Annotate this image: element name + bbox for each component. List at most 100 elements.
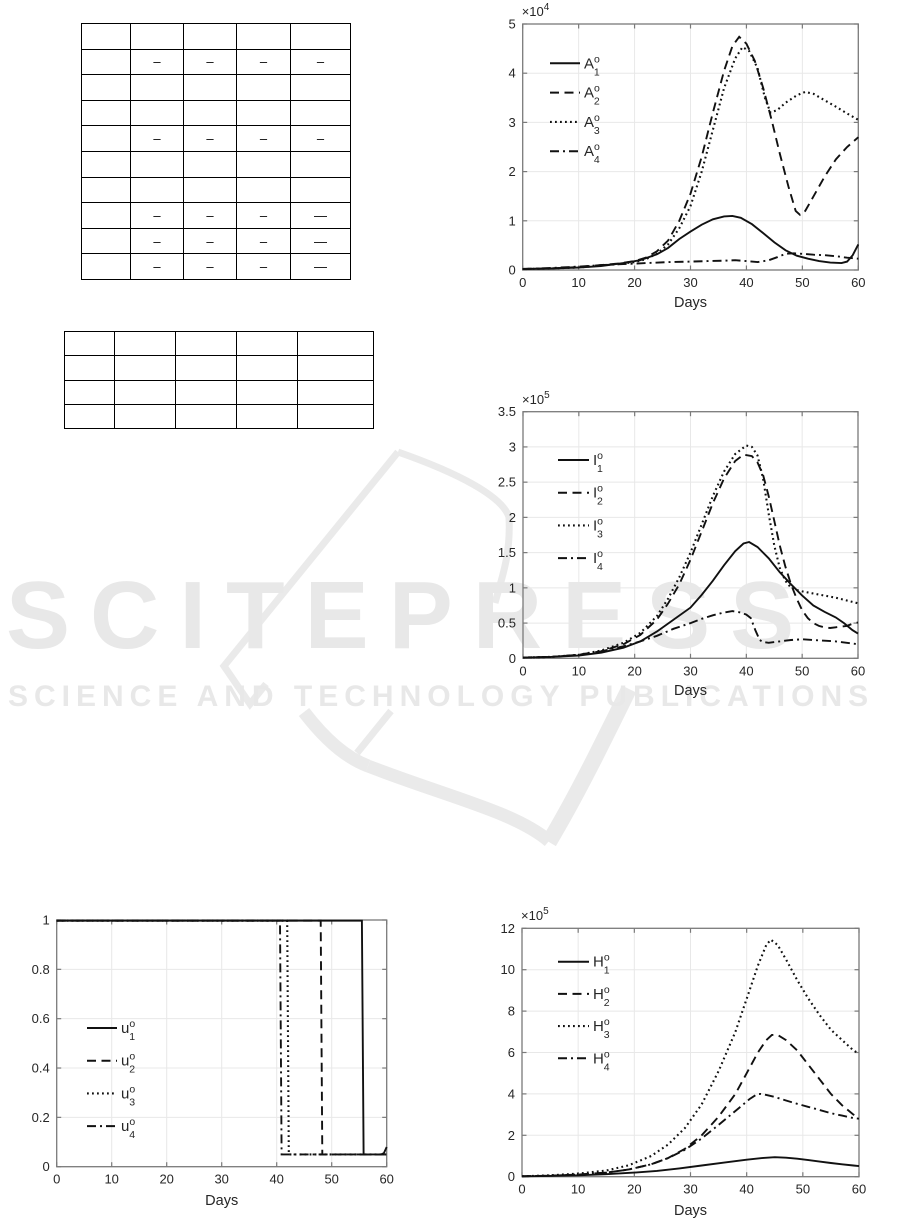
table-cell: – — [130, 202, 184, 229]
legend-label-u3: uo 3 — [121, 1083, 135, 1108]
table-cell — [64, 379, 115, 405]
x-tick-label: 40 — [739, 1182, 753, 1197]
table-cell — [183, 176, 237, 204]
table-cell: – — [290, 125, 351, 152]
legend-label-I3: Io 3 — [593, 515, 603, 540]
x-axis-label: Days — [674, 683, 707, 699]
y-tick-label: 6 — [508, 1045, 515, 1060]
legend-label-A1: Ao 1 — [584, 53, 600, 78]
x-tick-label: 50 — [795, 275, 809, 290]
table-cell — [81, 176, 131, 204]
table-cell — [81, 99, 131, 127]
table-row — [64, 379, 374, 405]
table-cell — [130, 74, 184, 101]
y-tick-label: 1 — [509, 580, 516, 595]
x-tick-label: 60 — [851, 275, 865, 290]
legend-label-I4: Io 4 — [593, 548, 603, 573]
x-tick-label: 20 — [627, 275, 641, 290]
table-cell: — — [290, 202, 351, 229]
table-cell — [236, 403, 298, 430]
x-tick-label: 40 — [739, 663, 753, 678]
table-cell — [114, 379, 176, 405]
table-cell — [81, 150, 131, 178]
table-row — [64, 403, 374, 430]
series-I1 — [522, 540, 859, 659]
table-cell — [236, 379, 298, 405]
x-tick-label: 10 — [572, 663, 586, 678]
table-cell — [175, 330, 237, 357]
table-row: – – – — — [81, 227, 351, 255]
y-tick-label: 12 — [501, 921, 515, 936]
y-tick-label: 2 — [508, 1128, 515, 1143]
table-cell — [183, 150, 237, 178]
legend-label-H1: Ho 1 — [593, 952, 610, 977]
table-cell — [130, 176, 184, 204]
x-axis-label: Days — [674, 1203, 707, 1219]
table-cell — [290, 176, 351, 204]
y-tick-label: 2 — [509, 510, 516, 525]
y-tick-label: 5 — [508, 17, 515, 32]
table-cell — [81, 23, 131, 50]
x-tick-label: 30 — [683, 275, 697, 290]
table-row: – – – – — [81, 48, 351, 76]
table-1: – – – – – – – – – – – — – – – — – – – — — [81, 23, 351, 280]
y-tick-label: 4 — [508, 66, 515, 81]
y-tick-label: 3 — [509, 439, 516, 454]
table-cell — [297, 379, 374, 405]
series-I4 — [522, 610, 859, 659]
x-tick-label: 0 — [53, 1172, 60, 1187]
table-cell — [175, 379, 237, 405]
x-tick-label: 0 — [518, 1182, 525, 1197]
table-cell — [175, 355, 237, 381]
table-cell — [64, 403, 115, 430]
x-tick-label: 20 — [159, 1172, 173, 1187]
table-cell — [290, 150, 351, 178]
x-axis-label: Days — [205, 1193, 238, 1209]
x-tick-label: 30 — [683, 1182, 697, 1197]
table-cell: – — [130, 253, 184, 280]
y-axis-exponent: ×104 — [522, 2, 550, 19]
table-cell: – — [183, 125, 237, 152]
x-tick-label: 10 — [571, 275, 585, 290]
table-cell — [236, 150, 291, 178]
table-cell — [236, 74, 291, 101]
x-tick-label: 60 — [379, 1172, 393, 1187]
table-cell — [183, 74, 237, 101]
table-cell — [114, 403, 176, 430]
table-cell: – — [290, 48, 351, 76]
x-tick-label: 40 — [739, 275, 753, 290]
y-tick-label: 3.5 — [498, 404, 516, 419]
x-tick-label: 30 — [214, 1172, 228, 1187]
table-cell — [297, 355, 374, 381]
table-cell — [290, 99, 351, 127]
x-tick-label: 20 — [627, 663, 641, 678]
table-cell: – — [236, 48, 291, 76]
table-cell — [81, 125, 131, 152]
table-row — [81, 23, 351, 50]
table-cell — [114, 355, 176, 381]
y-tick-label: 0 — [508, 1169, 515, 1184]
table-cell — [64, 355, 115, 381]
table-cell — [297, 330, 374, 357]
table-cell — [175, 403, 237, 430]
series-A3 — [522, 45, 859, 271]
y-tick-label: 0 — [508, 263, 515, 278]
x-tick-label: 20 — [627, 1182, 641, 1197]
x-tick-label: 10 — [104, 1172, 118, 1187]
table-row — [81, 74, 351, 101]
y-tick-label: 0.6 — [32, 1011, 50, 1026]
y-tick-label: 2.5 — [498, 475, 516, 490]
table-cell — [81, 227, 131, 255]
series-H1 — [521, 1156, 860, 1178]
x-tick-label: 40 — [269, 1172, 283, 1187]
table-cell — [236, 355, 298, 381]
table-cell: – — [183, 227, 237, 255]
table-cell — [114, 330, 176, 357]
legend-label-I2: Io 2 — [593, 483, 603, 508]
y-tick-label: 4 — [508, 1086, 515, 1101]
x-tick-label: 50 — [795, 663, 809, 678]
legend-label-A3: Ao 3 — [584, 112, 600, 137]
table-cell — [130, 99, 184, 127]
table-row: – – – – — [81, 125, 351, 152]
